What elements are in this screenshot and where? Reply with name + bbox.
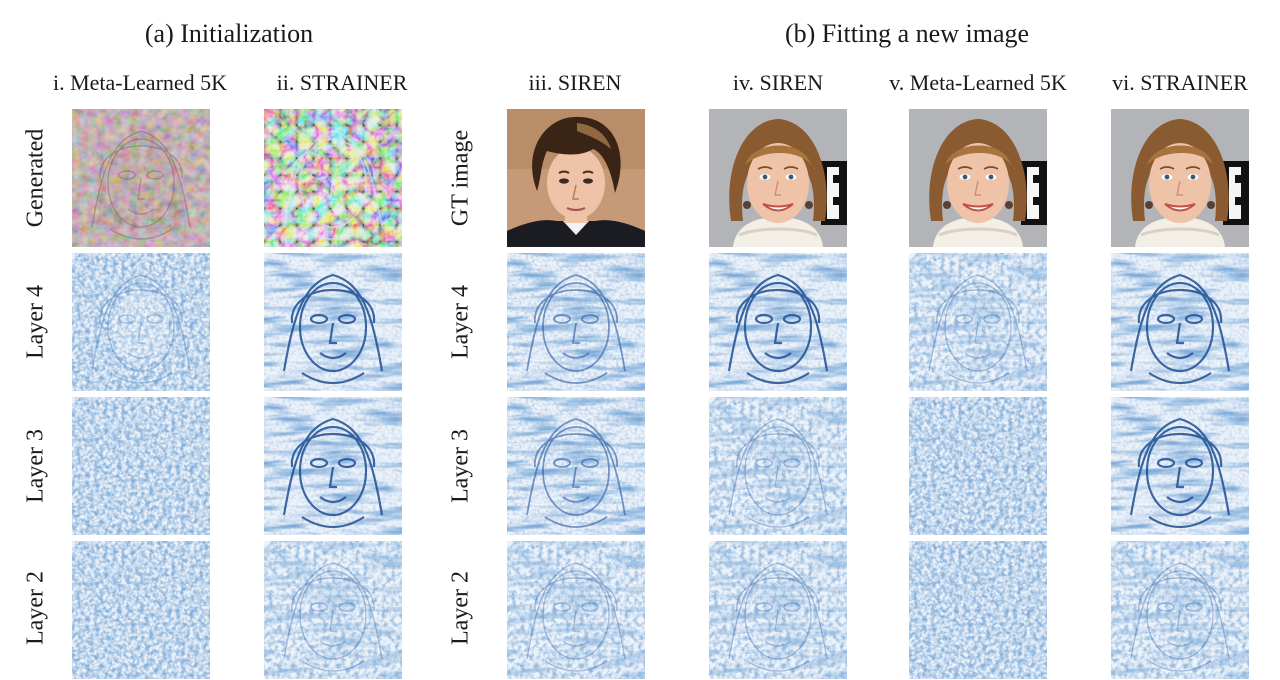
row-label-generated: Generated xyxy=(22,128,49,228)
row-label-layer3-left: Layer 3 xyxy=(22,429,49,503)
panel-col3-layer4 xyxy=(507,253,645,391)
panel-image-feature-face-faint xyxy=(1111,541,1249,679)
panel-col1-top xyxy=(72,109,210,247)
section-title-initialization: (a) Initialization xyxy=(144,19,314,48)
panel-col4-layer2 xyxy=(709,541,847,679)
panel-col2-top xyxy=(264,109,402,247)
panel-image-generated-face-mosaic xyxy=(72,109,210,247)
section-title-fitting: (b) Fitting a new image xyxy=(784,19,1030,48)
panel-col6-layer4 xyxy=(1111,253,1249,391)
panel-image-feature-face-medium xyxy=(507,397,645,535)
panel-col6-layer3 xyxy=(1111,397,1249,535)
row-label-layer2-left: Layer 2 xyxy=(22,571,49,645)
panel-col4-layer3 xyxy=(709,397,847,535)
panel-col1-layer2 xyxy=(72,541,210,679)
row-label-layer2-right: Layer 2 xyxy=(447,571,474,645)
panel-image-noise xyxy=(909,541,1047,679)
panel-col5-layer2 xyxy=(909,541,1047,679)
panel-col2-layer4 xyxy=(264,253,402,391)
panel-image-gt-photo-woman xyxy=(709,109,847,247)
panel-col3-layer2 xyxy=(507,541,645,679)
column-title-strainer-fit: vi. STRAINER xyxy=(1112,70,1248,95)
panel-image-feature-face-faint xyxy=(909,253,1047,391)
panel-image-noise xyxy=(909,397,1047,535)
panel-image-feature-face-faint xyxy=(709,541,847,679)
panel-col5-layer3 xyxy=(909,397,1047,535)
panel-col4-top xyxy=(709,109,847,247)
row-label-layer4-right: Layer 4 xyxy=(447,285,474,359)
panel-image-noise-faint-face xyxy=(72,253,210,391)
column-title-siren-fit-1: iii. SIREN xyxy=(528,70,622,95)
row-label-layer4-left: Layer 4 xyxy=(22,285,49,359)
panel-col1-layer4 xyxy=(72,253,210,391)
panel-image-feature-face-strong xyxy=(1111,397,1249,535)
panel-image-generated-face-colorful xyxy=(264,109,402,247)
panel-col2-layer2 xyxy=(264,541,402,679)
panel-col6-top xyxy=(1111,109,1249,247)
panel-image-noise xyxy=(72,397,210,535)
column-title-meta-learned-fit: v. Meta-Learned 5K xyxy=(889,70,1067,95)
panel-col3-layer3 xyxy=(507,397,645,535)
panel-image-feature-face-faint xyxy=(507,541,645,679)
panel-image-noise xyxy=(72,541,210,679)
panel-image-feature-face-strong xyxy=(1111,253,1249,391)
column-title-strainer-init: ii. STRAINER xyxy=(276,70,408,95)
panel-col1-layer3 xyxy=(72,397,210,535)
column-title-siren-fit-2: iv. SIREN xyxy=(732,70,824,95)
panel-image-feature-face-strong xyxy=(709,253,847,391)
panel-col5-top xyxy=(909,109,1047,247)
panel-col3-top xyxy=(507,109,645,247)
panel-image-feature-face-faint xyxy=(264,541,402,679)
row-label-layer3-right: Layer 3 xyxy=(447,429,474,503)
panel-image-feature-face-faint xyxy=(709,397,847,535)
panel-col5-layer4 xyxy=(909,253,1047,391)
panel-image-feature-face-strong xyxy=(264,397,402,535)
panel-col4-layer4 xyxy=(709,253,847,391)
panel-image-feature-face-medium xyxy=(507,253,645,391)
panel-image-gt-photo-man xyxy=(507,109,645,247)
row-label-gt-image: GT image xyxy=(447,129,474,227)
panel-image-gt-photo-woman xyxy=(1111,109,1249,247)
panel-image-gt-photo-woman xyxy=(909,109,1047,247)
panel-col6-layer2 xyxy=(1111,541,1249,679)
panel-image-feature-face-strong xyxy=(264,253,402,391)
panel-col2-layer3 xyxy=(264,397,402,535)
column-title-meta-learned-init: i. Meta-Learned 5K xyxy=(52,70,228,95)
